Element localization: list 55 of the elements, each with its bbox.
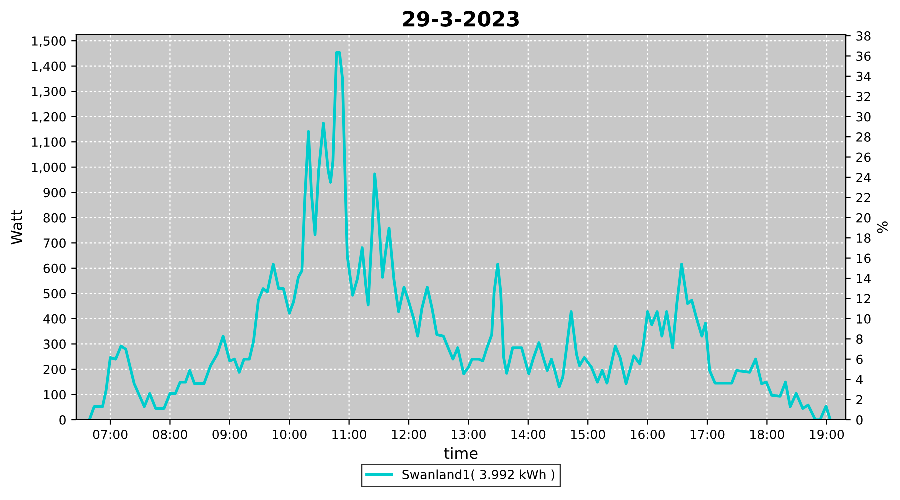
y-tick-label: 1,400 — [32, 62, 66, 73]
y2-tick-label: 14 — [857, 274, 871, 284]
y-tick-label: 500 — [44, 289, 66, 299]
chart-title: 29-3-2023 — [404, 11, 519, 27]
y-tick-label: 700 — [44, 238, 66, 248]
y2-tick-label: 20 — [856, 213, 871, 223]
x-tick-label: 17:00 — [690, 430, 725, 440]
y-tick-label: 800 — [44, 213, 66, 223]
y2-tick-label: 30 — [856, 112, 871, 122]
x-tick-label: 07:00 — [93, 430, 128, 440]
line-series — [88, 52, 832, 420]
y2-tick-label: 36 — [856, 52, 871, 62]
x-tick-label: 08:00 — [153, 430, 188, 440]
legend-label: Swanland1( 3.992 kWh ) — [402, 470, 555, 481]
x-tick-label: 09:00 — [212, 430, 248, 440]
x-tick-label: 18:00 — [750, 430, 784, 440]
y2-tick-label: 8 — [856, 334, 863, 344]
x-tick-label: 16:00 — [631, 430, 665, 440]
y-tick-label: 200 — [44, 364, 66, 374]
y2-tick-label: 2 — [856, 395, 862, 405]
x-tick-label: 13:00 — [452, 430, 486, 440]
y-tick-label: 0 — [60, 415, 66, 425]
y-tick-label: 1,000 — [32, 162, 66, 174]
y2-tick-label: 4 — [856, 375, 863, 384]
y-tick-label: 100 — [44, 390, 66, 400]
y-tick-label: 300 — [44, 340, 66, 350]
y2-tick-label: 10 — [857, 314, 871, 324]
y2-tick-label: 18 — [857, 234, 871, 244]
y2-tick-label: 22 — [856, 193, 870, 202]
y2-tick-label: 38 — [856, 31, 871, 41]
y-axis-title: Watt — [11, 210, 22, 245]
y2-tick-label: 28 — [856, 132, 871, 142]
y-tick-label: 400 — [44, 314, 66, 324]
x-tick-label: 10:00 — [272, 430, 307, 440]
y-tick-label: 600 — [44, 264, 66, 274]
y2-tick-label: 24 — [856, 172, 871, 182]
x-tick-label: 12:00 — [392, 430, 426, 440]
y2-tick-label: 32 — [856, 92, 870, 102]
x-tick-label: 15:00 — [571, 430, 606, 440]
x-tick-label: 14:00 — [512, 430, 546, 440]
x-axis-title: time — [444, 447, 478, 460]
y2-axis-title: % — [877, 222, 888, 234]
y2-tick-label: 26 — [856, 152, 871, 162]
y-tick-label: 1,300 — [32, 87, 66, 98]
y-tick-label: 1,100 — [32, 138, 66, 148]
y2-tick-label: 12 — [857, 294, 870, 304]
y-tick-label: 900 — [44, 188, 66, 198]
x-tick-label: 19:00 — [810, 430, 844, 440]
y2-tick-label: 34 — [856, 72, 871, 82]
y-tick-label: 1,200 — [32, 112, 66, 124]
x-tick-label: 11:00 — [332, 430, 366, 440]
y2-tick-label: 16 — [857, 254, 871, 264]
y-tick-label: 1,500 — [32, 36, 66, 48]
y2-tick-label: 6 — [856, 354, 863, 364]
y2-tick-label: 0 — [856, 415, 863, 425]
